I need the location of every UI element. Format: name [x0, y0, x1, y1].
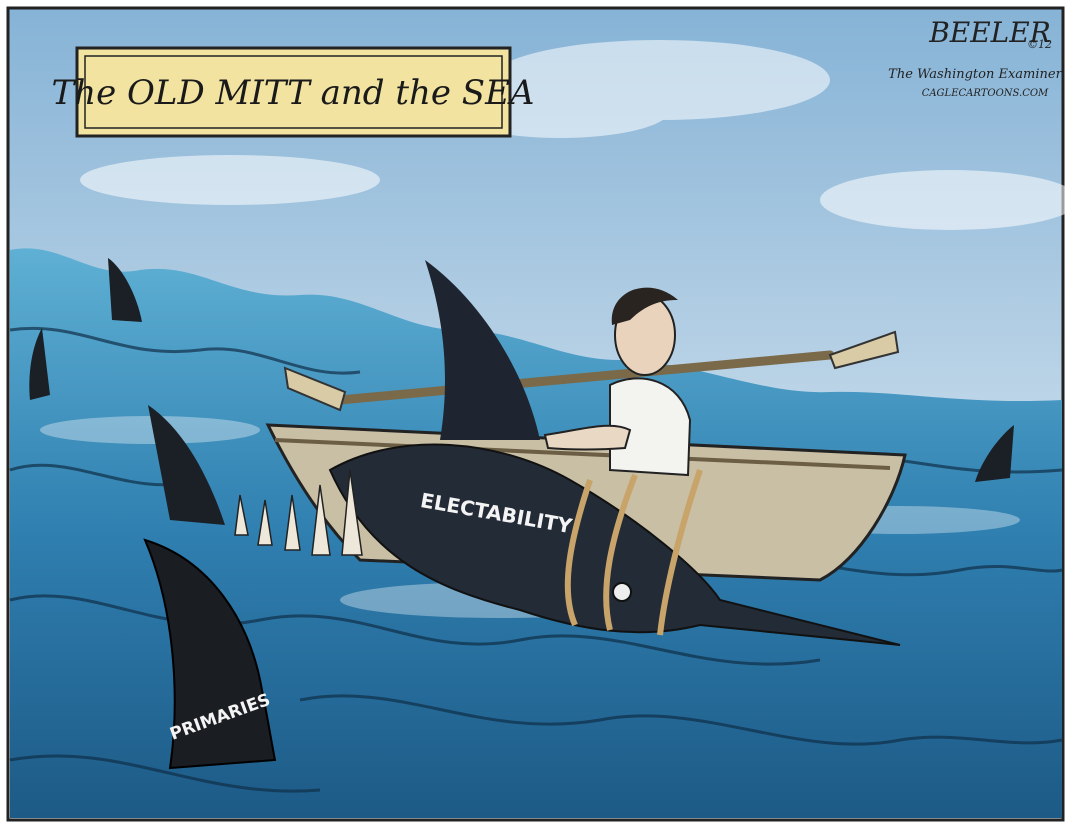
- publication: The Washington Examiner: [888, 67, 1062, 82]
- boat-rim: [274, 438, 891, 470]
- primaries-fin: PRIMARIES: [143, 538, 277, 770]
- syndicate: CAGLECARTOONS.COM: [922, 88, 1049, 99]
- clouds: [80, 40, 1071, 230]
- title-box: The OLD MITT and the SEA: [52, 46, 535, 138]
- signature: BEELER: [928, 16, 1051, 49]
- ropes: [564, 469, 703, 636]
- bite-marks: [234, 469, 363, 556]
- oar: [283, 330, 900, 412]
- credits: BEELER ©12 The Washington Examiner CAGLE…: [888, 16, 1062, 99]
- shark-fins: [29, 258, 1014, 525]
- copyright: ©12: [1027, 38, 1052, 51]
- title: The OLD MITT and the SEA: [52, 73, 535, 113]
- man: [543, 287, 692, 477]
